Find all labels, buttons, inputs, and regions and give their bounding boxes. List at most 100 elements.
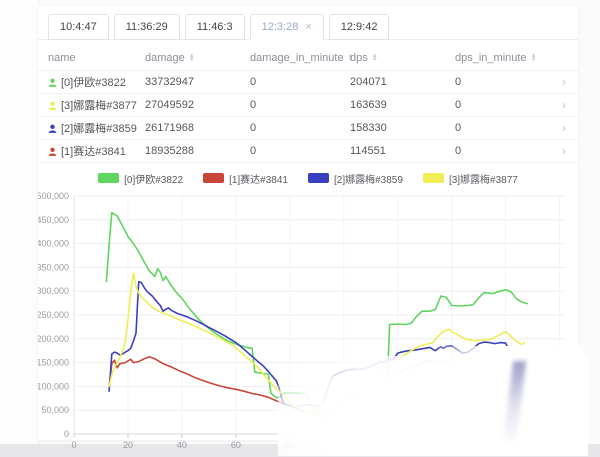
chevron-right-icon[interactable]: › xyxy=(562,121,566,135)
column-label: name xyxy=(48,52,76,64)
tab-label: 12:3:28 xyxy=(261,21,299,33)
series-line-0 xyxy=(105,211,529,413)
legend-label: [1]赛达#3841 xyxy=(229,174,288,186)
tab-session-2[interactable]: 11:46:3 xyxy=(184,14,245,40)
y-tick-label: 150,000 xyxy=(38,358,69,368)
damage_in_minute-value: 0 xyxy=(250,99,257,111)
legend-item-1[interactable]: [1]赛达#3841 xyxy=(203,171,288,186)
dps-meter-panel: 10:4:47 11:36:29 11:46:3 12:3:28 × 12:9:42 na… xyxy=(38,6,588,456)
session-tabbar: 10:4:47 11:36:29 11:46:3 12:3:28 × 12:9:42 xyxy=(38,6,578,40)
table-header-row: name damage ▲ ▼ damage_in_minute ▲ ▼ dps ▲ ▼ dps_i… xyxy=(38,46,578,71)
sort-icon[interactable]: ▲ ▼ xyxy=(530,53,537,63)
dps-line-chart: 0 50,000 100,000 150,000 200,000 250,000 300,0… xyxy=(38,191,565,450)
player-name-cell: [0]伊欧#3822 xyxy=(48,74,145,90)
chevron-right-icon[interactable]: › xyxy=(562,144,566,158)
table-row[interactable]: [2]娜露梅#3859 26171968 0 158330 0 › xyxy=(38,117,578,140)
y-tick-label: 200,000 xyxy=(38,334,69,344)
y-tick-label: 100,000 xyxy=(38,381,69,391)
chevron-right-icon[interactable]: › xyxy=(562,75,566,89)
player-name: [0]伊欧#3822 xyxy=(61,77,126,89)
legend-label: [0]伊欧#3822 xyxy=(124,174,184,186)
y-tick-label: 450,000 xyxy=(38,215,69,225)
legend-swatch xyxy=(98,173,120,183)
column-header-damage_in_minute[interactable]: damage_in_minute ▲ ▼ xyxy=(250,52,354,64)
x-tick-label: 60 xyxy=(231,440,241,450)
player-icon xyxy=(48,101,57,110)
x-tick-label: 120 xyxy=(390,440,405,450)
tab-session-1[interactable]: 11:36:29 xyxy=(113,14,180,40)
y-tick-label: 0 xyxy=(64,429,69,439)
tab-session-4[interactable]: 12:9:42 xyxy=(328,14,390,40)
y-tick-label: 300,000 xyxy=(38,286,69,296)
player-icon xyxy=(48,124,57,133)
legend-item-2[interactable]: [2]娜露梅#3859 xyxy=(308,171,403,186)
dps-value: 163639 xyxy=(350,99,387,111)
tab-label: 11:36:29 xyxy=(125,21,168,33)
player-name-cell: [2]娜露梅#3859 xyxy=(48,120,145,136)
column-label: dps xyxy=(350,52,368,64)
player-name: [2]娜露梅#3859 xyxy=(61,123,137,135)
y-tick-label: 350,000 xyxy=(38,262,69,272)
column-header-name: name xyxy=(48,52,145,64)
y-tick-label: 400,000 xyxy=(38,239,69,249)
column-label: damage xyxy=(145,52,185,64)
x-tick-label: 100 xyxy=(336,440,351,450)
table-body: [0]伊欧#3822 33732947 0 204071 0 › [3]娜露梅#3877 27… xyxy=(38,71,578,163)
column-label: damage_in_minute xyxy=(250,52,344,64)
sort-icon[interactable]: ▲ ▼ xyxy=(188,53,195,63)
dps_in_minute-value: 0 xyxy=(455,76,462,88)
damage-value: 18935288 xyxy=(145,145,194,157)
x-tick-label: 0 xyxy=(71,440,76,450)
damage-value: 33732947 xyxy=(145,76,194,88)
legend-label: [3]娜露梅#3877 xyxy=(448,174,518,186)
dps_in_minute-value: 0 xyxy=(455,122,462,134)
chart-legend: [0]伊欧#3822 [1]赛达#3841 [2]娜露梅#3859 [3]娜露梅#38… xyxy=(38,163,578,186)
tab-close-icon[interactable]: × xyxy=(305,20,312,33)
dps_in_minute-value: 0 xyxy=(455,99,462,111)
player-name: [1]赛达#3841 xyxy=(61,146,126,158)
chart-area: 0 50,000 100,000 150,000 200,000 250,000 300,0… xyxy=(38,188,588,456)
y-tick-label: 50,000 xyxy=(41,405,69,415)
players-table: name damage ▲ ▼ damage_in_minute ▲ ▼ dps ▲ ▼ dps_i… xyxy=(38,46,578,163)
legend-swatch xyxy=(203,173,225,183)
damage_in_minute-value: 0 xyxy=(250,145,257,157)
row-expand-cell: › xyxy=(550,75,578,89)
legend-swatch xyxy=(422,173,444,183)
row-expand-cell: › xyxy=(550,144,578,158)
column-header-damage[interactable]: damage ▲ ▼ xyxy=(145,52,250,64)
dps-value: 114551 xyxy=(350,145,386,157)
y-tick-label: 500,000 xyxy=(38,191,69,201)
damage_in_minute-value: 0 xyxy=(250,76,257,88)
sort-icon[interactable]: ▲ ▼ xyxy=(371,53,378,63)
legend-label: [2]娜露梅#3859 xyxy=(334,174,403,186)
tab-session-3[interactable]: 12:3:28 × xyxy=(249,14,324,40)
legend-item-3[interactable]: [3]娜露梅#3877 xyxy=(422,171,518,186)
dps-value: 204071 xyxy=(350,76,387,88)
table-row[interactable]: [1]赛达#3841 18935288 0 114551 0 › xyxy=(38,140,578,163)
damage-value: 27049592 xyxy=(145,99,194,111)
damage-value: 26171968 xyxy=(145,122,194,134)
dps_in_minute-value: 0 xyxy=(455,145,462,157)
series-line-2 xyxy=(108,280,515,408)
column-header-dps_in_minute[interactable]: dps_in_minute ▲ ▼ xyxy=(455,52,550,64)
tab-session-0[interactable]: 10:4:47 xyxy=(48,14,109,40)
x-tick-label: 20 xyxy=(123,440,133,450)
x-tick-label: 80 xyxy=(285,440,295,450)
chevron-right-icon[interactable]: › xyxy=(562,98,566,112)
player-name: [3]娜露梅#3877 xyxy=(61,100,137,112)
player-name-cell: [3]娜露梅#3877 xyxy=(48,97,145,113)
tab-label: 10:4:47 xyxy=(60,21,97,33)
table-row[interactable]: [0]伊欧#3822 33732947 0 204071 0 › xyxy=(38,71,578,94)
left-gutter xyxy=(0,0,39,444)
column-header-dps[interactable]: dps ▲ ▼ xyxy=(350,52,455,64)
x-tick-label: 40 xyxy=(177,440,187,450)
table-row[interactable]: [3]娜露梅#3877 27049592 0 163639 0 › xyxy=(38,94,578,117)
sort-icon[interactable]: ▲ ▼ xyxy=(347,53,354,63)
series-line-3 xyxy=(108,272,526,413)
row-expand-cell: › xyxy=(550,98,578,112)
damage_in_minute-value: 0 xyxy=(250,122,257,134)
legend-swatch xyxy=(308,173,329,183)
player-name-cell: [1]赛达#3841 xyxy=(48,143,145,159)
player-icon xyxy=(48,147,57,156)
legend-item-0[interactable]: [0]伊欧#3822 xyxy=(98,171,183,186)
